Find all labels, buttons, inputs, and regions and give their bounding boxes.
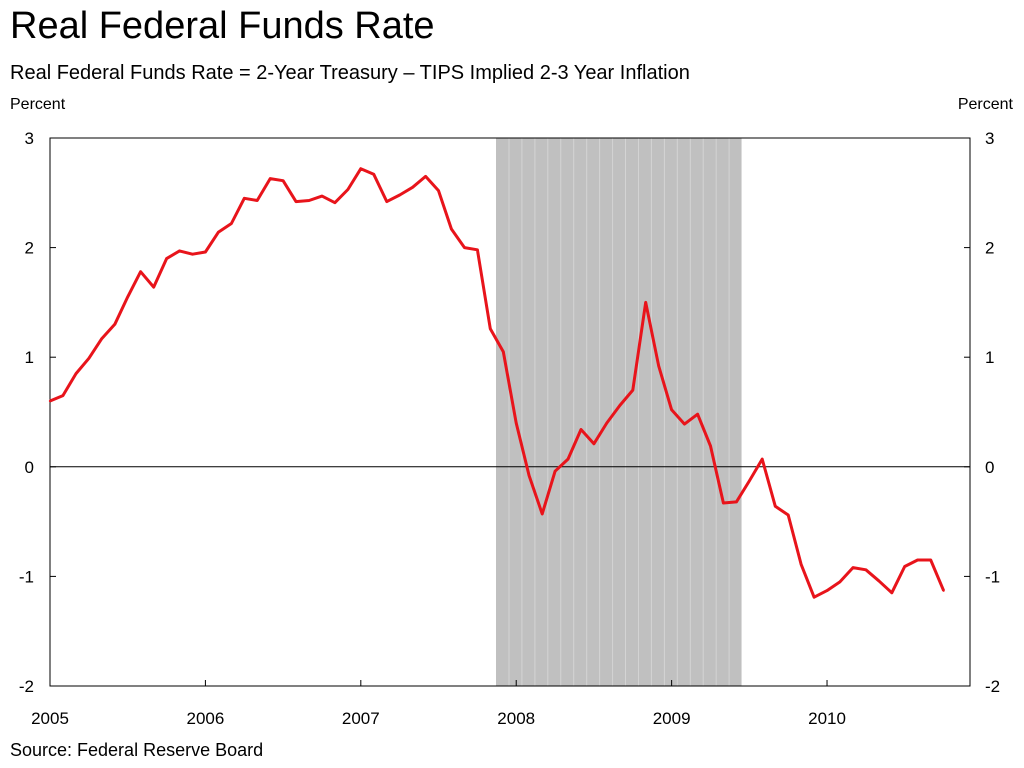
y-tick-label-right: 0 [985, 458, 994, 477]
data-point [346, 188, 350, 191]
data-point [307, 199, 311, 202]
data-point [100, 337, 103, 340]
data-point [243, 197, 246, 200]
y-tick-label-right: -1 [985, 567, 1000, 586]
data-point [463, 246, 466, 249]
data-point [333, 201, 337, 204]
data-point [605, 421, 609, 425]
data-point [255, 199, 259, 202]
data-point [139, 270, 142, 273]
data-point [476, 248, 479, 251]
data-point [748, 479, 751, 483]
data-point [152, 285, 155, 289]
data-point [87, 357, 91, 360]
y-tick-label-right: 1 [985, 348, 994, 367]
y-tick-label-left: 0 [25, 458, 34, 477]
data-point [191, 252, 194, 256]
recession-shading [496, 138, 742, 686]
data-point [294, 200, 298, 203]
data-point [424, 175, 427, 178]
data-point [489, 327, 492, 330]
data-point [61, 394, 65, 397]
data-point [851, 566, 855, 569]
data-point [217, 231, 220, 234]
data-point [411, 186, 414, 189]
data-point [372, 172, 375, 176]
data-point [527, 474, 531, 477]
data-point [113, 323, 117, 326]
y-tick-label-left: -2 [19, 677, 34, 696]
source-note: Source: Federal Reserve Board [10, 740, 264, 760]
data-point [566, 457, 570, 461]
data-point [450, 227, 453, 231]
data-point [916, 558, 919, 562]
data-point [838, 580, 842, 584]
data-point [786, 513, 790, 517]
plot-frame [49, 137, 971, 687]
data-point [165, 257, 168, 260]
data-point [657, 364, 660, 368]
x-tick-label: 2006 [186, 709, 224, 728]
data-point [696, 412, 699, 416]
y-tick-label-left: -1 [19, 567, 34, 586]
data-point [683, 422, 686, 426]
data-point [722, 501, 725, 505]
data-point [774, 505, 777, 508]
data-point [74, 372, 78, 375]
data-point [320, 194, 324, 198]
data-point [761, 457, 764, 461]
data-point [877, 579, 880, 582]
data-point [437, 189, 440, 192]
data-point [385, 200, 388, 203]
data-point [644, 301, 647, 304]
data-point [502, 350, 505, 353]
x-tick-label: 2009 [653, 709, 691, 728]
data-point [825, 589, 829, 592]
x-tick-label: 2010 [808, 709, 846, 728]
x-tick-label: 2008 [497, 709, 535, 728]
y-tick-label-right: -2 [985, 677, 1000, 696]
data-point [709, 444, 712, 448]
y-tick-label-right: 3 [985, 129, 994, 148]
data-point [864, 568, 868, 572]
series-line-real-fed-funds-rate [49, 167, 945, 599]
data-point [735, 500, 738, 504]
y-tick-label-left: 3 [25, 129, 34, 148]
data-point [890, 591, 894, 595]
y-tick-label-left: 2 [25, 239, 34, 258]
y-axis-label-left: Percent [10, 96, 66, 113]
chart-subtitle: Real Federal Funds Rate = 2-Year Treasur… [10, 62, 690, 84]
data-point [670, 408, 673, 412]
data-point [398, 193, 401, 197]
x-tick-label: 2005 [31, 709, 69, 728]
data-point [269, 177, 272, 180]
data-point [230, 222, 233, 225]
y-tick-label-right: 2 [985, 239, 994, 258]
data-point [929, 558, 932, 562]
data-point [812, 596, 816, 599]
data-point [579, 428, 583, 431]
data-point [126, 295, 129, 299]
y-tick-label-left: 1 [25, 348, 34, 367]
data-point [540, 512, 544, 516]
data-point [618, 404, 622, 407]
data-point [359, 167, 363, 170]
chart-title: Real Federal Funds Rate [10, 5, 435, 47]
y-axis-label-right: Percent [958, 96, 1014, 113]
data-point [799, 563, 803, 566]
x-tick-label: 2007 [342, 709, 380, 728]
data-point [553, 469, 557, 473]
data-point [631, 388, 634, 392]
data-point [48, 399, 52, 403]
data-point [204, 250, 207, 254]
data-point [942, 589, 945, 592]
data-point [592, 442, 596, 445]
data-point [903, 565, 906, 568]
data-point [178, 249, 181, 253]
data-point [515, 421, 518, 425]
data-point [281, 179, 285, 182]
